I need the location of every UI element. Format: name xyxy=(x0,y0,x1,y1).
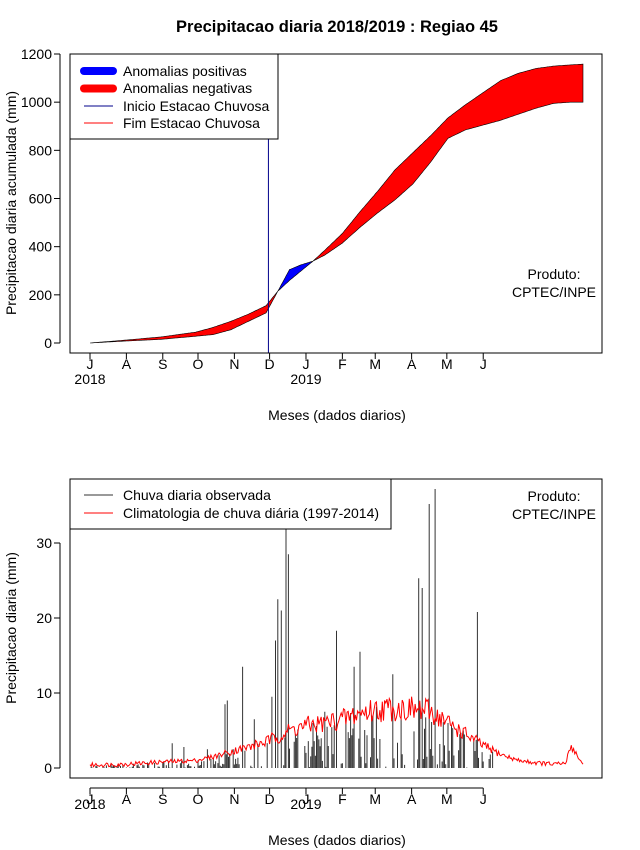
x-tick-label: O xyxy=(193,791,204,807)
top-legend: Anomalias positivas Anomalias negativas … xyxy=(69,53,279,140)
climatology-line xyxy=(89,696,584,768)
year-label: 2018 xyxy=(74,796,105,812)
legend-start-label: Inicio Estacao Chuvosa xyxy=(123,98,270,114)
cumulative-chart: Precipitacao diaria acumulada (mm) Meses… xyxy=(3,46,603,423)
y-tick-label: 0 xyxy=(44,335,52,351)
bottom-x-axis-label: Meses (dados diarios) xyxy=(268,832,406,848)
x-tick-label: F xyxy=(338,791,347,807)
x-tick-label: A xyxy=(407,791,417,807)
y-tick-label: 10 xyxy=(36,685,52,701)
x-tick-label: J xyxy=(87,356,94,372)
daily-chart: Precipitacao diaria (mm) Meses (dados di… xyxy=(3,478,603,848)
bottom-producer-line2: CPTEC/INPE xyxy=(512,506,596,522)
legend-observed-label: Chuva diaria observada xyxy=(123,487,271,503)
x-tick-label: M xyxy=(369,791,381,807)
x-tick-label: S xyxy=(158,356,167,372)
y-tick-label: 1200 xyxy=(21,46,52,62)
x-tick-label: M xyxy=(441,791,453,807)
x-tick-label: J xyxy=(302,356,309,372)
bottom-plot-area xyxy=(89,489,584,768)
bottom-y-axis-label: Precipitacao diaria (mm) xyxy=(3,552,19,704)
x-tick-label: S xyxy=(158,791,167,807)
x-tick-label: A xyxy=(122,356,132,372)
x-tick-label: A xyxy=(122,791,132,807)
y-tick-label: 0 xyxy=(44,760,52,776)
bottom-producer-line1: Produto: xyxy=(528,488,581,504)
x-tick-label: N xyxy=(229,791,239,807)
negative-anomaly-area xyxy=(311,63,584,263)
x-tick-label: J xyxy=(480,791,487,807)
y-tick-label: 1000 xyxy=(21,94,52,110)
x-tick-label: N xyxy=(229,356,239,372)
y-tick-label: 30 xyxy=(36,535,52,551)
x-tick-label: F xyxy=(338,356,347,372)
x-tick-label: A xyxy=(407,356,417,372)
y-tick-label: 800 xyxy=(29,142,53,158)
y-tick-label: 200 xyxy=(29,287,53,303)
year-label: 2018 xyxy=(74,371,105,387)
legend-end-label: Fim Estacao Chuvosa xyxy=(123,115,260,131)
legend-climatology-label: Climatologia de chuva diária (1997-2014) xyxy=(123,505,379,521)
x-tick-label: J xyxy=(480,356,487,372)
x-tick-label: J xyxy=(87,791,94,807)
bottom-legend-box xyxy=(69,478,392,530)
x-tick-label: J xyxy=(302,791,309,807)
y-tick-label: 600 xyxy=(29,191,53,207)
legend-positive-label: Anomalias positivas xyxy=(123,63,247,79)
top-producer-line2: CPTEC/INPE xyxy=(512,284,596,300)
bottom-legend: Chuva diaria observada Climatologia de c… xyxy=(69,478,392,530)
x-tick-label: M xyxy=(369,356,381,372)
y-tick-label: 400 xyxy=(29,239,53,255)
y-tick-label: 20 xyxy=(36,610,52,626)
legend-negative-label: Anomalias negativas xyxy=(123,80,252,96)
top-y-axis-label: Precipitacao diaria acumulada (mm) xyxy=(3,91,19,315)
top-x-axis-label: Meses (dados diarios) xyxy=(268,407,406,423)
x-tick-label: D xyxy=(265,356,275,372)
chart-title: Precipitacao diaria 2018/2019 : Regiao 4… xyxy=(176,18,498,36)
x-tick-label: O xyxy=(193,356,204,372)
x-tick-label: D xyxy=(265,791,275,807)
top-producer-line1: Produto: xyxy=(528,266,581,282)
year-label: 2019 xyxy=(290,796,321,812)
year-label: 2019 xyxy=(290,371,321,387)
x-tick-label: M xyxy=(441,356,453,372)
